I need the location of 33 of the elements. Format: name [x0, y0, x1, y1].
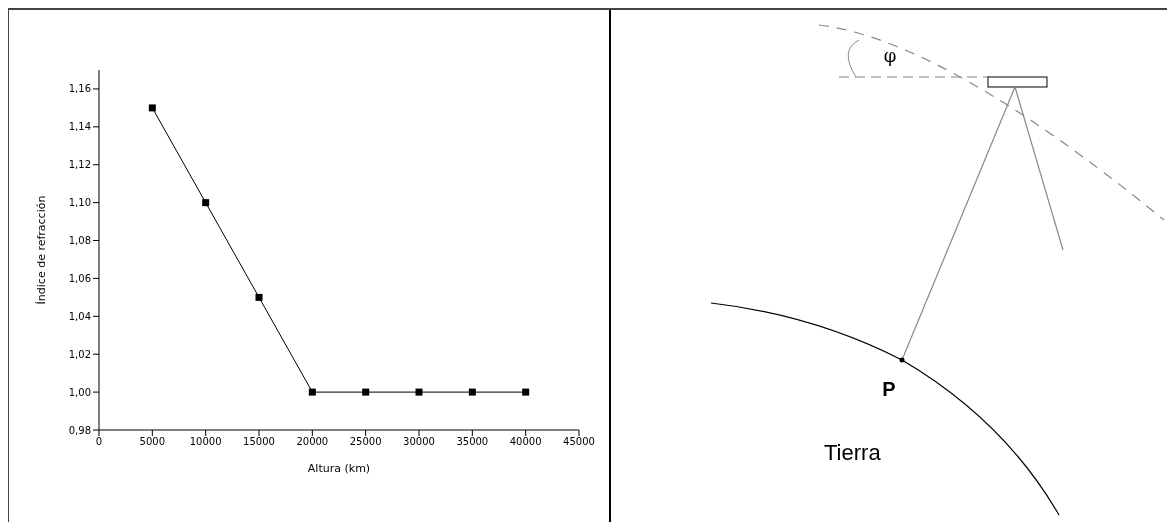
- y-tick-label: 1,10: [68, 197, 91, 209]
- y-tick-label: 0,98: [68, 424, 91, 436]
- x-tick-label: 40000: [509, 436, 542, 448]
- point: [255, 293, 263, 301]
- x-tick-label: 35000: [456, 436, 489, 448]
- y-tick-label: 1,04: [68, 310, 91, 322]
- point: [415, 388, 423, 396]
- point: [148, 104, 156, 112]
- x-tick-label: 25000: [349, 436, 382, 448]
- point: [202, 199, 210, 207]
- y-tick-label: 1,14: [68, 121, 91, 133]
- y-tick-label: 1,02: [68, 348, 91, 360]
- point: [308, 388, 316, 396]
- y-tick-label: 1,16: [68, 83, 91, 95]
- point: [522, 388, 530, 396]
- x-axis-title: Altura (km): [307, 462, 371, 475]
- point: [468, 388, 476, 396]
- x-tick-label: 15000: [243, 436, 275, 448]
- text: Tierra: [824, 440, 882, 465]
- text: φ: [883, 45, 897, 66]
- y-axis-title: Índice de refracción: [34, 195, 48, 305]
- x-tick-label: 0: [95, 436, 103, 448]
- y-tick-label: 1,08: [68, 235, 91, 247]
- y-tick-label: 1,00: [68, 386, 91, 398]
- x-tick-label: 5000: [139, 436, 166, 448]
- x-tick-label: 10000: [189, 436, 222, 448]
- x-tick-label: 45000: [563, 436, 595, 448]
- text: P: [882, 378, 896, 400]
- y-tick-label: 1,06: [68, 272, 91, 284]
- x-tick-label: 20000: [296, 436, 329, 448]
- y-tick-label: 1,12: [68, 159, 91, 171]
- x-tick-label: 30000: [403, 436, 435, 448]
- point: [362, 388, 370, 396]
